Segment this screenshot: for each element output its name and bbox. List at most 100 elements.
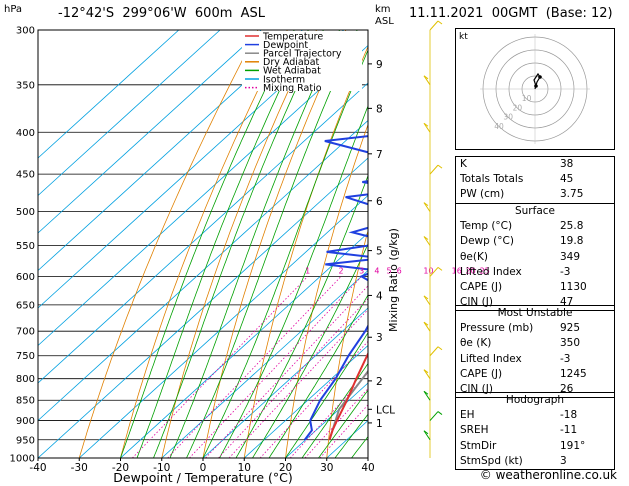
hodograph-row: EH -18 [456,408,614,423]
mixing-ratio-line [167,276,342,458]
wet-adiabat [219,105,368,458]
isotherm [38,30,303,272]
hodograph-label: EH [460,409,475,422]
hodograph-unit: kt [459,32,468,42]
x-tick-label: 30 [320,462,333,474]
most-unstable-value: 1245 [560,367,587,380]
hodograph-label: StmDir [460,439,497,452]
wind-barb [423,295,431,306]
hodograph-row: StmDir 191° [456,439,614,454]
wind-barb-flag [423,390,429,395]
index-row: K 38 [456,157,614,172]
km-tick-label: 2 [376,376,383,388]
isotherm [78,194,368,458]
km-tick-label: 6 [376,196,383,208]
hodograph-label: StmSpd (kt) [460,454,523,467]
index-row: Totals Totals 45 [456,172,614,187]
wet-adiabat [136,30,309,458]
mixing-ratio-line [132,276,308,458]
legend-entry: Wet Adiabat [263,66,321,77]
isotherm [202,307,368,458]
pressure-tick-label: 650 [16,300,35,311]
legend-entry: Mixing Ratio [263,83,322,94]
hodograph-value: -11 [560,424,578,437]
x-tick-label: 20 [279,462,292,474]
hodograph-ring-label: 40 [494,122,504,131]
km-tick-label: 7 [376,149,383,161]
dry-adiabat [243,45,368,458]
wet-adiabat [153,30,324,458]
mixing-ratio-label: 2 [339,266,344,275]
index-label: PW (cm) [460,188,505,201]
x-tick-label: 40 [361,462,374,474]
isotherm [161,269,368,458]
dry-adiabat [120,30,288,458]
surface-row: CAPE (J) 1130 [456,280,614,295]
dry-adiabat [161,30,317,458]
pressure-tick-label: 450 [16,170,35,181]
most-unstable-row: CIN (J) 26 [456,382,614,397]
wind-barb-flag [437,20,443,25]
hodograph-ring-label: 30 [503,113,513,122]
pressure-tick-label: 550 [16,241,35,252]
mixing-ratio-line [228,308,368,458]
surface-value: 349 [560,250,581,263]
most-unstable-row: Pressure (mb) 925 [456,321,614,336]
most-unstable-label: θe (K) [460,337,492,350]
dewpoint-line [303,135,368,441]
most-unstable-row: Lifted Index -3 [456,352,614,367]
km-tick-label: 4 [376,290,383,302]
wind-barb-flag [423,430,429,435]
hodograph-point [534,84,538,88]
index-label: Totals Totals [460,173,524,186]
hodograph-row: StmSpd (kt) 3 [456,454,614,469]
mixing-ratio-label: 16 [452,266,462,275]
mixing-ratio-label: 4 [374,266,379,275]
mixing-ratio-label: 1 [305,266,310,275]
mixing-ratio-label: 10 [423,266,433,275]
most-unstable-table: Most Unstable Pressure (mb) 925 θe (K) 350 L… [455,305,615,399]
wet-adiabat [285,332,368,458]
wind-barb [429,20,439,31]
surface-row: Dewp (°C) 19.8 [456,234,614,249]
km-tick-label: 3 [376,332,383,344]
wind-barb [423,430,431,441]
hodograph-row: SREH -11 [456,423,614,438]
most-unstable-title: Most Unstable [497,307,573,319]
dry-adiabat [367,451,368,458]
x-tick-label: -20 [112,462,129,474]
wet-adiabat [235,174,368,458]
dry-adiabat [202,30,347,458]
pressure-tick-label: 700 [16,327,35,338]
hpa-label: hPa [4,4,23,15]
dry-adiabat [326,229,368,458]
isotherm [38,82,368,384]
wind-barb-flag [423,236,429,240]
wet-adiabat [301,362,368,458]
hodograph-trace [533,72,541,90]
asl-label: ASL [375,16,394,27]
mixing-ratio-label: 5 [386,266,391,275]
isotherm [38,44,368,347]
wind-barb [423,321,431,332]
mixing-ratio-line [189,276,362,458]
surface-value: 25.8 [560,220,584,233]
mixing-ratio-label: 20 [465,266,475,275]
wind-barb [423,236,431,246]
legend-entry: Isotherm [263,74,305,85]
wind-barb-flag [437,411,443,415]
legend-entry: Temperature [262,31,323,42]
datetime-title: 11.11.2021 00GMT (Base: 12) [409,6,613,21]
km-tick-label: LCL [376,404,395,416]
hodograph-point [538,75,542,79]
hodograph-value: 3 [560,454,567,467]
isotherm [38,30,262,234]
wet-adiabat [318,389,368,458]
hodograph-value: 191° [560,439,586,452]
pressure-tick-label: 1000 [10,454,35,465]
most-unstable-row: θe (K) 350 [456,336,614,351]
x-tick-label: -10 [153,462,170,474]
isotherm [38,30,345,309]
